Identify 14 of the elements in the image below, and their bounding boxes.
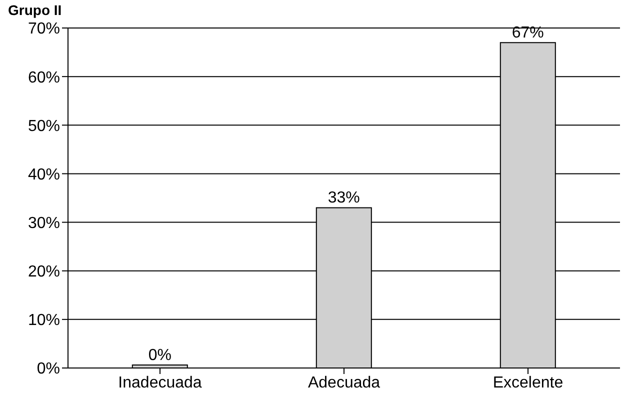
y-tick-label: 30% bbox=[28, 214, 60, 232]
x-tick-label: Excelente bbox=[492, 374, 564, 392]
x-tick-label: Adecuada bbox=[308, 374, 380, 392]
y-tick-label: 10% bbox=[28, 312, 60, 330]
y-tick-label: 40% bbox=[28, 166, 60, 184]
y-tick-label: 60% bbox=[28, 69, 60, 86]
y-tick-label: 20% bbox=[28, 264, 60, 281]
y-tick-label: 50% bbox=[28, 118, 60, 135]
data-label: 0% bbox=[148, 347, 172, 364]
x-tick-label: Inadecuada bbox=[118, 374, 202, 392]
data-label: 33% bbox=[328, 190, 360, 207]
y-tick-label: 0% bbox=[36, 360, 60, 378]
chart-title: Grupo II bbox=[8, 2, 62, 18]
y-tick-label: 70% bbox=[28, 20, 60, 38]
